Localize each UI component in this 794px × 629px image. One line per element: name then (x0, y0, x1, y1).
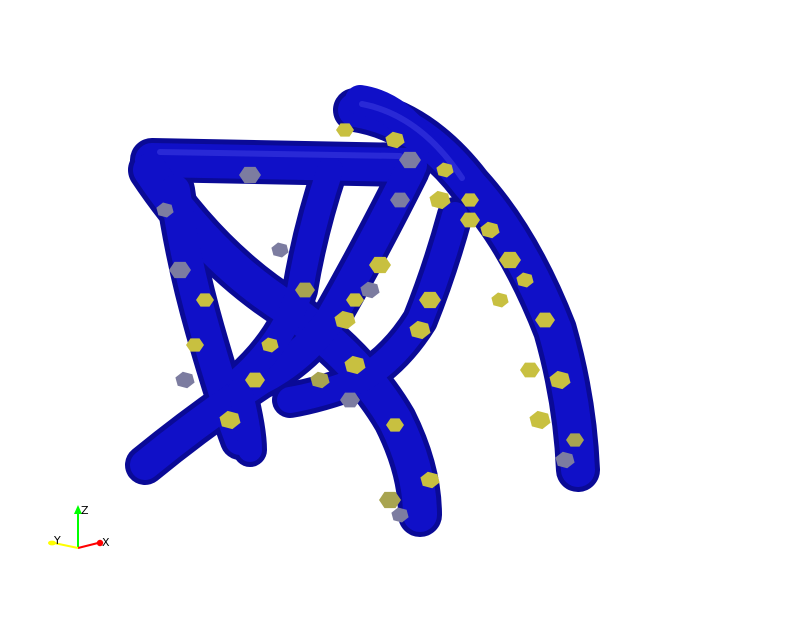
surface-patch (491, 292, 509, 308)
surface-patch (169, 261, 191, 279)
surface-patch (399, 151, 421, 169)
surface-patch (334, 310, 356, 330)
surface-patch (549, 370, 571, 390)
surface-patch (196, 293, 214, 307)
strut-highlight (157, 101, 465, 181)
surface-patch (369, 256, 391, 274)
surface-patch (520, 362, 540, 378)
surface-patch (245, 372, 265, 388)
surface-patch (555, 451, 575, 469)
y-axis-line (53, 542, 79, 549)
surface-patch (385, 131, 405, 149)
surface-patch (175, 371, 195, 389)
z-axis-arrowhead (74, 505, 82, 514)
surface-patch (310, 371, 330, 389)
orientation-axes-widget: Z X Y (48, 504, 110, 549)
x-axis-arrowhead (96, 539, 104, 547)
surface-patch (429, 190, 451, 210)
surface-patch (360, 281, 380, 299)
surface-patch (340, 392, 360, 408)
surface-patch (460, 212, 480, 228)
surface-patches (156, 123, 584, 523)
surface-patch (344, 355, 366, 375)
surface-patch (480, 221, 500, 239)
surface-patch (386, 418, 404, 432)
surface-patch (391, 507, 409, 523)
surface-patch (156, 202, 174, 218)
surface-patch (186, 338, 204, 352)
surface-patch (419, 291, 441, 309)
strut-surface (130, 85, 595, 532)
surface-patch (295, 282, 315, 298)
surface-patch (461, 193, 479, 207)
surface-patch (535, 312, 555, 328)
surface-patch (219, 410, 241, 430)
surface-patch (566, 433, 584, 447)
surface-patch (346, 293, 364, 307)
surface-patch (409, 320, 431, 340)
surface-patch (336, 123, 354, 137)
mesh-struts (125, 85, 600, 537)
surface-patch (271, 242, 289, 258)
surface-patch (529, 410, 551, 430)
surface-patch (390, 192, 410, 208)
x-axis-line (77, 542, 99, 549)
surface-patch (516, 272, 534, 288)
surface-patch (499, 251, 521, 269)
x-axis-label: X (102, 536, 110, 549)
surface-patch (436, 162, 454, 178)
surface-patch (239, 166, 261, 184)
surface-patch (379, 491, 401, 509)
surface-patch (420, 471, 440, 489)
z-axis-label: Z (81, 504, 89, 517)
surface-patch (261, 337, 279, 353)
y-axis-label: Y (53, 534, 61, 547)
y-axis-arrowhead (48, 540, 56, 546)
